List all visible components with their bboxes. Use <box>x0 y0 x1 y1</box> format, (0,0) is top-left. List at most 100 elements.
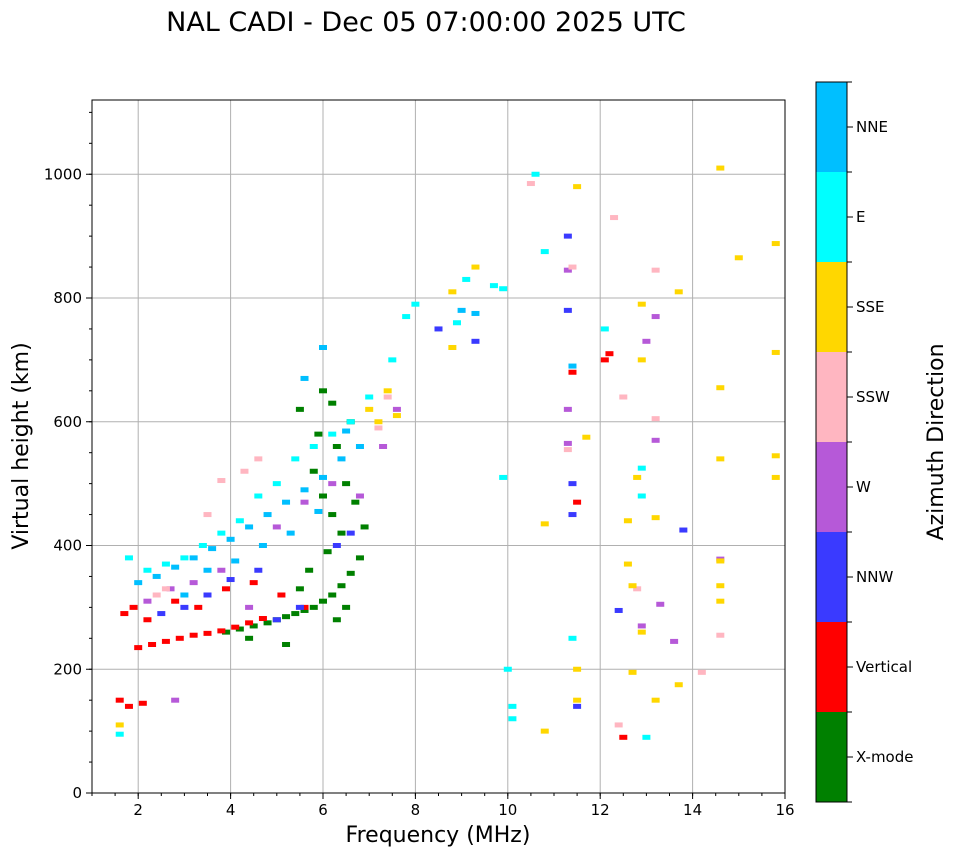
grid-layer <box>92 100 786 794</box>
data-point-sse <box>392 413 401 419</box>
colorbar-frame <box>815 81 848 803</box>
data-point-w <box>651 314 660 320</box>
data-point-nne <box>226 536 235 542</box>
data-point-nnw <box>272 617 281 623</box>
data-point-xmode <box>309 468 318 474</box>
x-tick-label: 14 <box>683 801 702 819</box>
data-point-ssw <box>254 456 263 462</box>
data-point-ssw <box>383 394 392 400</box>
data-point-nne <box>342 428 351 434</box>
data-point-e <box>402 314 411 320</box>
data-point-vertical <box>143 617 152 623</box>
data-point-sse <box>448 345 457 350</box>
colorbar-segment <box>816 712 847 802</box>
data-point-e <box>309 444 318 449</box>
data-point-vertical <box>568 369 577 375</box>
data-point-nnw <box>563 233 572 239</box>
data-point-e <box>637 493 646 499</box>
data-point-nne <box>568 363 577 369</box>
data-point-vertical <box>138 700 147 706</box>
data-point-xmode <box>291 611 300 617</box>
data-point-nne <box>300 375 309 381</box>
data-point-e <box>115 731 124 737</box>
data-point-xmode <box>360 524 369 530</box>
data-point-nnw <box>568 481 577 487</box>
data-points-layer <box>115 165 780 740</box>
data-point-e <box>411 301 420 307</box>
data-point-ssw <box>610 215 619 221</box>
data-point-sse <box>716 456 725 462</box>
data-point-nne <box>231 558 240 564</box>
data-point-sse <box>448 289 457 295</box>
data-point-nne <box>337 456 346 462</box>
data-point-vertical <box>277 592 286 598</box>
data-point-xmode <box>300 607 309 613</box>
data-point-sse <box>716 583 725 589</box>
data-point-sse <box>628 669 637 675</box>
data-point-sse <box>573 666 582 672</box>
data-point-xmode <box>305 567 314 573</box>
data-point-nne <box>152 573 161 579</box>
data-point-sse <box>771 453 780 459</box>
data-point-ssw <box>614 722 623 728</box>
data-point-nne <box>263 512 272 518</box>
data-point-nnw <box>568 512 577 518</box>
data-point-vertical <box>300 604 309 610</box>
colorbar-segment <box>816 262 847 352</box>
data-point-ssw <box>374 425 383 431</box>
data-point-w <box>171 697 180 703</box>
data-point-e <box>143 567 152 573</box>
data-point-sse <box>628 583 637 589</box>
data-point-sse <box>582 434 591 440</box>
colorbar-label: E <box>856 208 865 226</box>
data-point-e <box>452 320 461 326</box>
data-point-ssw <box>568 264 577 270</box>
data-point-sse <box>716 385 725 391</box>
data-point-nne <box>189 555 198 561</box>
data-point-e <box>508 716 517 722</box>
data-point-sse <box>651 515 660 521</box>
data-point-e <box>161 561 170 567</box>
data-point-ssw <box>203 512 212 518</box>
data-point-xmode <box>314 431 323 437</box>
data-point-nne <box>282 499 291 505</box>
data-point-ssw <box>240 468 249 474</box>
data-point-e <box>388 357 397 363</box>
data-point-nnw <box>471 338 480 344</box>
data-point-e <box>328 431 337 437</box>
data-point-sse <box>573 184 582 190</box>
data-point-e <box>600 326 609 332</box>
data-point-w <box>328 481 337 487</box>
data-point-vertical <box>124 703 133 709</box>
data-point-vertical <box>189 632 198 638</box>
data-point-w <box>300 499 309 505</box>
data-point-ssw <box>619 394 628 400</box>
data-point-vertical <box>619 734 628 740</box>
data-point-ssw <box>217 478 226 484</box>
data-point-ssw <box>716 632 725 638</box>
colorbar-segment <box>816 622 847 712</box>
data-point-sse <box>716 558 725 564</box>
data-point-nne <box>471 310 480 316</box>
data-point-xmode <box>319 388 327 394</box>
colorbar-label: Vertical <box>856 658 912 676</box>
data-point-w <box>143 598 152 604</box>
data-point-sse <box>771 349 780 355</box>
colorbar-segment <box>816 532 847 622</box>
data-point-xmode <box>332 617 341 623</box>
data-point-sse <box>734 255 743 261</box>
data-point-xmode <box>328 592 337 598</box>
data-point-w <box>563 440 572 446</box>
data-point-nnw <box>180 604 189 610</box>
colorbar-segment <box>816 82 847 172</box>
data-point-xmode <box>295 586 304 592</box>
data-point-xmode <box>342 481 351 487</box>
data-point-nnw <box>573 703 582 709</box>
data-point-e <box>637 465 646 471</box>
data-point-vertical <box>245 620 254 626</box>
x-axis-label: Frequency (MHz) <box>346 823 531 848</box>
data-point-nne <box>203 567 212 573</box>
x-tick-label: 16 <box>775 801 794 819</box>
data-point-w <box>563 267 572 273</box>
